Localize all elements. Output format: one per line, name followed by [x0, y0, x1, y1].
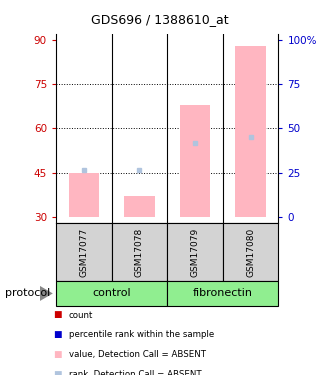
Text: GSM17079: GSM17079: [190, 228, 199, 277]
Bar: [235, 46, 266, 217]
Text: GSM17077: GSM17077: [79, 228, 88, 277]
Text: protocol: protocol: [5, 288, 50, 298]
Bar: [56, 223, 112, 281]
Bar: [180, 105, 210, 217]
Text: GDS696 / 1388610_at: GDS696 / 1388610_at: [91, 13, 229, 26]
Text: fibronectin: fibronectin: [193, 288, 253, 298]
Bar: [112, 223, 167, 281]
Text: ■: ■: [53, 330, 61, 339]
Bar: [124, 196, 155, 217]
Text: value, Detection Call = ABSENT: value, Detection Call = ABSENT: [69, 350, 206, 359]
Polygon shape: [40, 286, 53, 301]
Text: ■: ■: [53, 310, 61, 320]
Bar: [223, 223, 278, 281]
Bar: [167, 223, 223, 281]
Text: rank, Detection Call = ABSENT: rank, Detection Call = ABSENT: [69, 370, 201, 375]
Text: percentile rank within the sample: percentile rank within the sample: [69, 330, 214, 339]
Text: ■: ■: [53, 370, 61, 375]
Bar: [68, 173, 99, 217]
Text: ■: ■: [53, 350, 61, 359]
Bar: [167, 281, 278, 306]
Text: GSM17080: GSM17080: [246, 228, 255, 277]
Text: control: control: [92, 288, 131, 298]
Text: count: count: [69, 310, 93, 320]
Text: GSM17078: GSM17078: [135, 228, 144, 277]
Bar: [56, 281, 167, 306]
